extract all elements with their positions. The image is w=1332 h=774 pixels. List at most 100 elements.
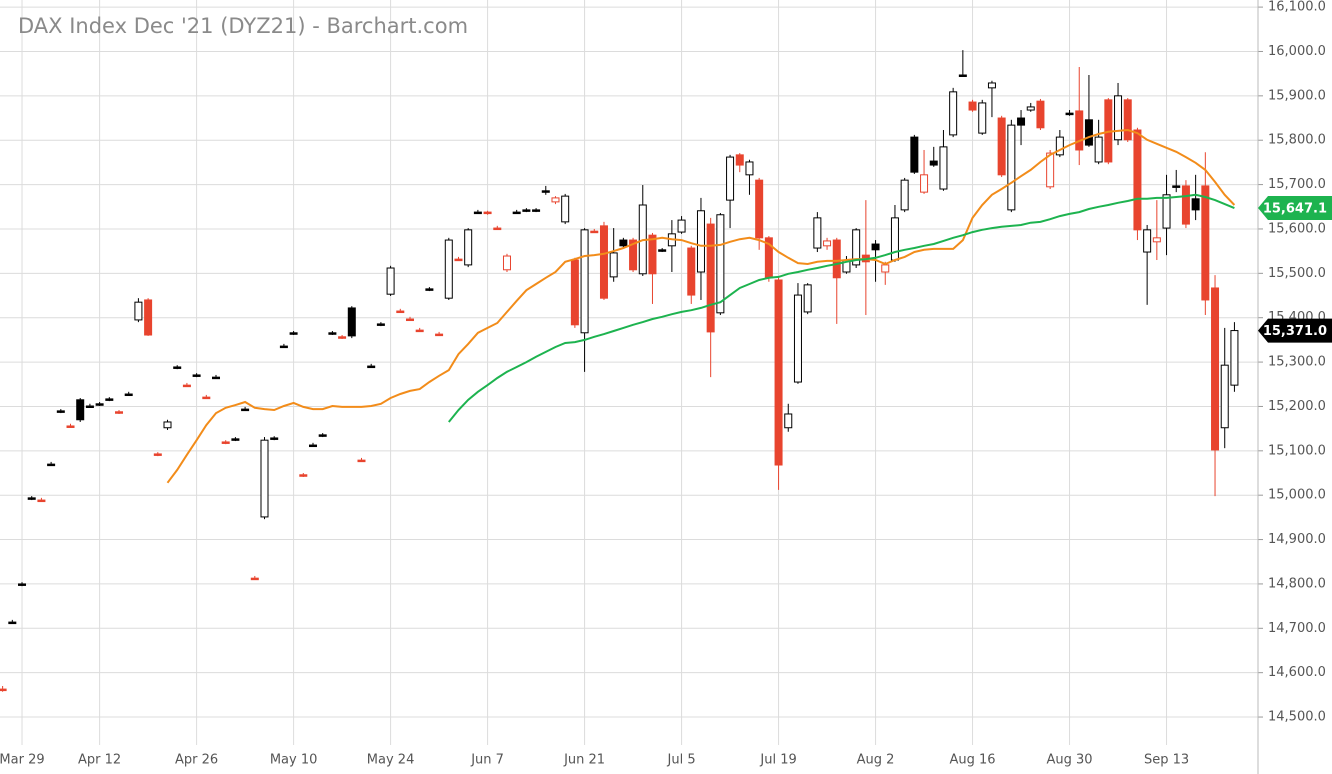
- candle-body: [823, 240, 832, 247]
- candle-body: [66, 425, 75, 428]
- y-tick-label: 14,500.0: [1268, 710, 1326, 725]
- candle-body: [1133, 129, 1142, 231]
- candle-body: [745, 161, 754, 176]
- candle-body: [405, 318, 414, 322]
- y-tick-label: 14,900.0: [1268, 532, 1326, 547]
- candle-body: [308, 444, 317, 448]
- candle-body: [473, 211, 482, 215]
- x-tick-label: Jul 5: [667, 753, 696, 768]
- candle-body: [415, 329, 424, 333]
- candle-body: [435, 333, 444, 337]
- candle-body: [755, 179, 764, 239]
- candle-body: [76, 399, 85, 421]
- candle-body: [124, 393, 133, 397]
- candle-body: [958, 74, 967, 77]
- candle-body: [978, 102, 987, 134]
- y-tick-label: 15,700.0: [1268, 177, 1326, 192]
- price-tag-label: 15,371.0: [1263, 324, 1327, 339]
- candle-body: [212, 376, 221, 380]
- candle-body: [1172, 185, 1181, 188]
- candle-body: [900, 179, 909, 211]
- candle-body: [444, 239, 453, 299]
- y-tick-label: 14,800.0: [1268, 576, 1326, 591]
- candle-body: [1065, 112, 1074, 116]
- candle-body: [852, 229, 861, 266]
- candle-body: [696, 210, 705, 273]
- candle-body: [1036, 100, 1045, 129]
- candle-body: [551, 197, 560, 203]
- candle-body: [522, 209, 531, 212]
- candle-body: [454, 258, 463, 262]
- candle-body: [1075, 110, 1084, 151]
- candle-body: [716, 214, 725, 314]
- candle-body: [192, 374, 201, 377]
- candle-body: [483, 211, 492, 215]
- candle-body: [105, 398, 114, 401]
- candle-body: [793, 294, 802, 383]
- candle-body: [502, 255, 511, 271]
- candle-body: [939, 146, 948, 190]
- x-tick-label: May 24: [367, 753, 415, 768]
- x-tick-label: Jun 21: [563, 753, 605, 768]
- candle-body: [1220, 364, 1229, 429]
- candle-body: [1123, 99, 1132, 141]
- candle-body: [464, 229, 473, 266]
- candle-body: [182, 384, 191, 388]
- candle-body: [367, 365, 376, 369]
- x-tick-label: Jul 19: [759, 753, 796, 768]
- y-tick-label: 15,000.0: [1268, 488, 1326, 503]
- candle-body: [18, 583, 27, 586]
- y-tick-label: 16,000.0: [1268, 44, 1326, 59]
- y-tick-label: 15,500.0: [1268, 266, 1326, 281]
- candle-body: [27, 497, 36, 500]
- x-tick-label: Mar 29: [0, 753, 45, 768]
- chart-title: DAX Index Dec '21 (DYZ21) - Barchart.com: [18, 14, 468, 38]
- y-tick-label: 15,200.0: [1268, 399, 1326, 414]
- x-tick-label: Jun 7: [470, 753, 504, 768]
- candle-body: [832, 239, 841, 279]
- y-tick-label: 16,100.0: [1268, 0, 1326, 15]
- x-tick-label: Apr 26: [175, 753, 218, 768]
- x-tick-label: Sep 13: [1144, 753, 1189, 768]
- candle-body: [541, 190, 550, 193]
- candle-body: [570, 259, 579, 326]
- candle-body: [968, 101, 977, 111]
- candle-body: [735, 154, 744, 166]
- x-tick-label: Aug 16: [950, 753, 996, 768]
- candle-body: [1084, 119, 1093, 146]
- candle-body: [173, 366, 182, 369]
- y-tick-label: 15,600.0: [1268, 221, 1326, 236]
- y-tick-label: 15,800.0: [1268, 133, 1326, 148]
- candle-body: [347, 307, 356, 337]
- x-tick-label: May 10: [270, 753, 318, 768]
- candle-body: [997, 117, 1006, 176]
- candle-body: [803, 284, 812, 313]
- candle-body: [8, 621, 17, 625]
- price-tag: [1258, 196, 1332, 221]
- candle-body: [0, 688, 7, 692]
- candle-body: [1007, 124, 1016, 211]
- candle-body: [1162, 194, 1171, 229]
- candle-body: [648, 234, 657, 275]
- candle-body: [1114, 95, 1123, 141]
- candle-body: [163, 421, 172, 429]
- candle-body: [231, 438, 240, 441]
- candle-body: [590, 230, 599, 234]
- candle-body: [396, 310, 405, 314]
- candle-body: [134, 301, 143, 321]
- candle-body: [241, 408, 250, 412]
- candle-body: [629, 239, 638, 271]
- candle-body: [1026, 106, 1035, 111]
- candle-body: [1191, 198, 1200, 211]
- candle-body: [561, 195, 570, 223]
- candle-body: [221, 441, 230, 444]
- candle-body: [328, 332, 337, 335]
- candle-body: [202, 396, 211, 400]
- candle-body: [929, 160, 938, 166]
- candle-body: [1230, 330, 1239, 386]
- candle-body: [784, 413, 793, 429]
- candle-body: [774, 279, 783, 466]
- candle-body: [357, 459, 366, 463]
- candle-body: [1152, 237, 1161, 243]
